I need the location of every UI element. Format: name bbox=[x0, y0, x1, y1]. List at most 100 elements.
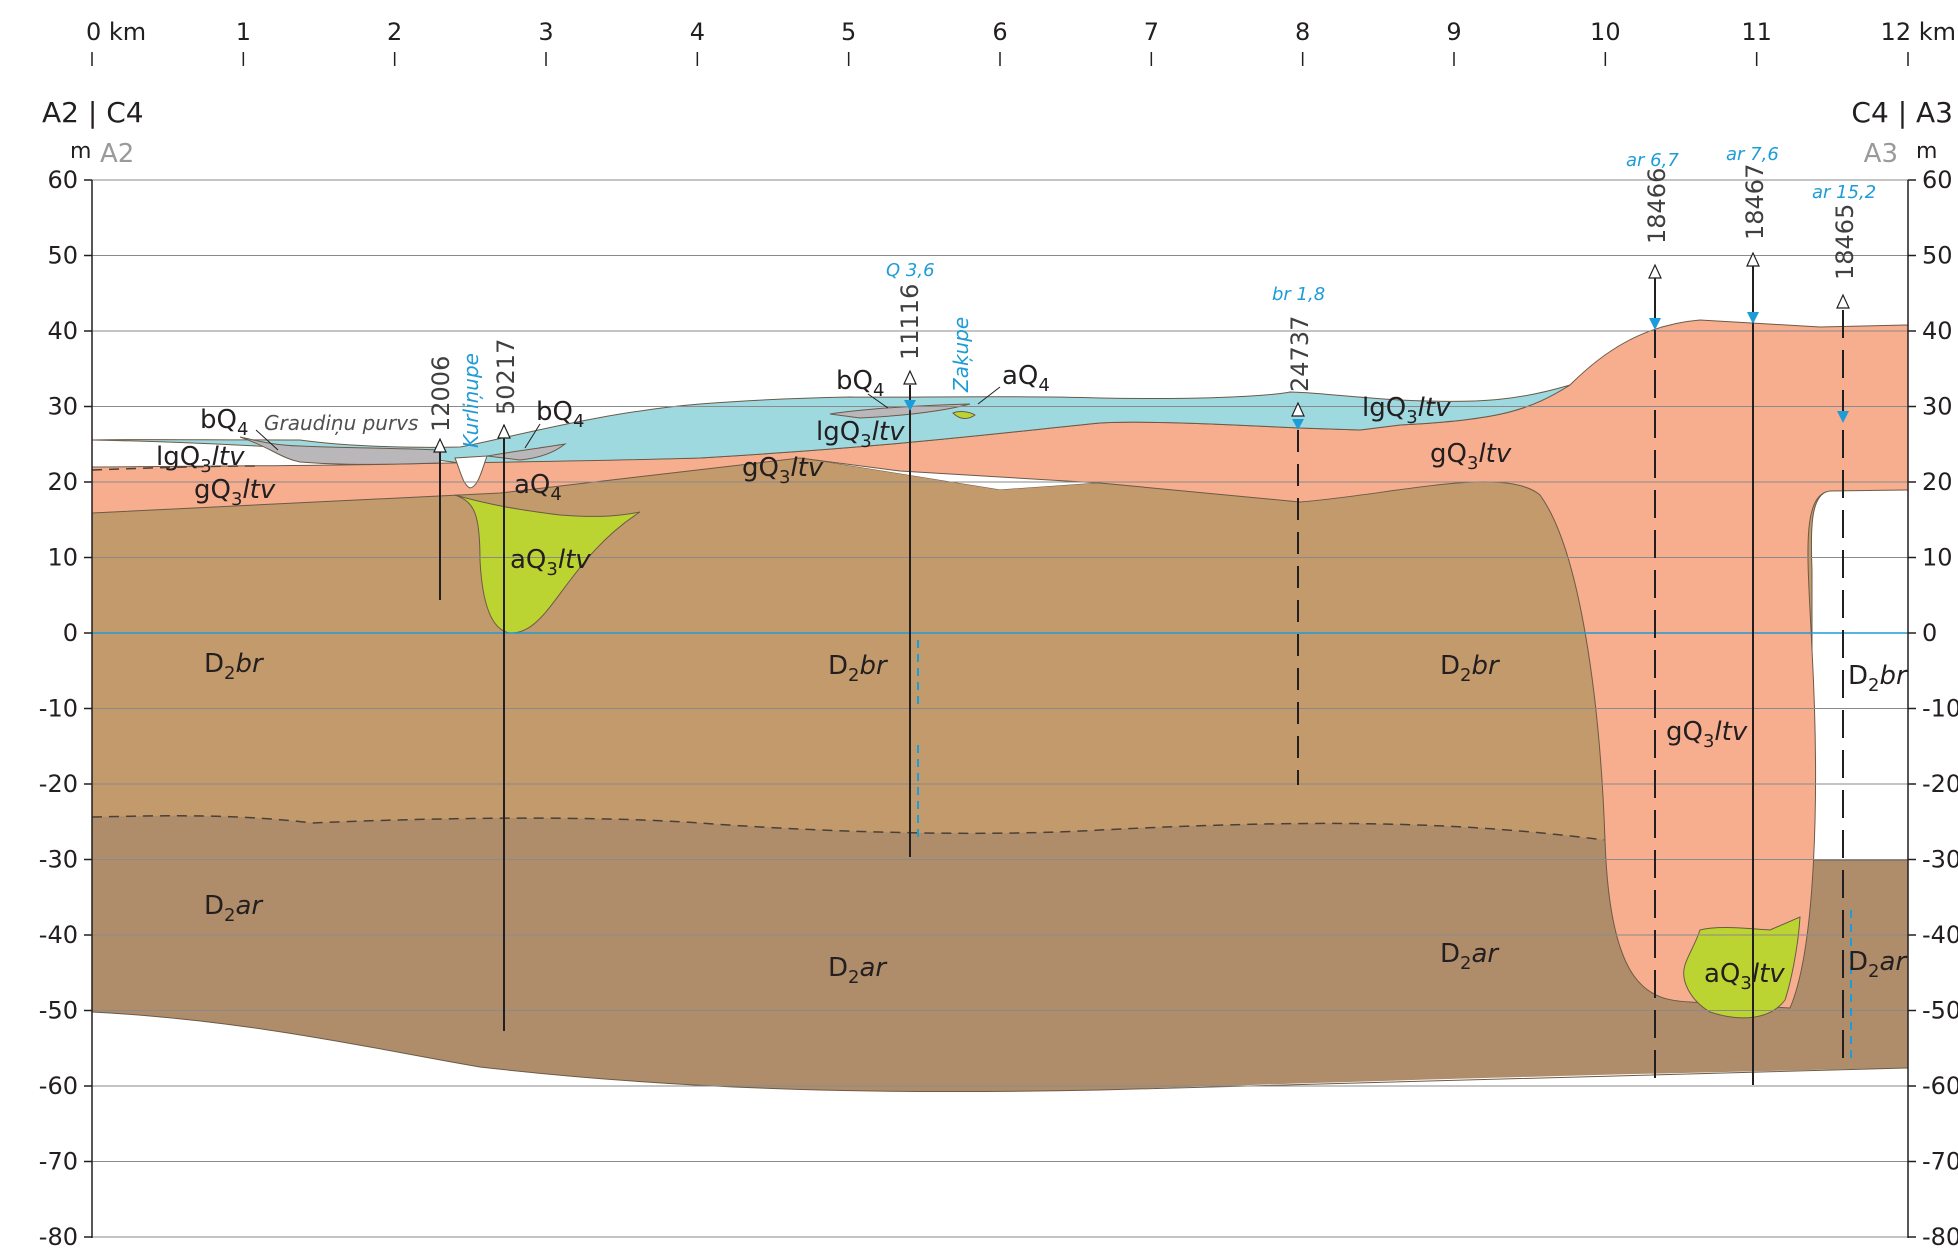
well-18465-water-icon bbox=[1837, 411, 1849, 423]
well-18465-annotation: ar 15,2 bbox=[1812, 182, 1876, 203]
well-50217-id: 50217 bbox=[492, 339, 520, 415]
formation-label: lgQ3ltv bbox=[816, 417, 905, 452]
well-24737-water-icon bbox=[1292, 419, 1304, 430]
right-profile-title: C4 | A3 bbox=[1851, 96, 1953, 129]
formation-label: D2br bbox=[1440, 651, 1501, 686]
formation-label: D2ar bbox=[1848, 947, 1908, 982]
leader-bq4-a bbox=[255, 429, 279, 451]
well-12006-id: 12006 bbox=[427, 356, 455, 432]
layer-bq4-5km bbox=[829, 403, 971, 419]
elevation-label: 50 bbox=[1922, 242, 1953, 270]
left-unit-label: m bbox=[70, 139, 91, 164]
layer-aq4-zakupe bbox=[952, 411, 976, 419]
elevation-label: -20 bbox=[39, 770, 78, 798]
well-18466-annotation: ar 6,7 bbox=[1626, 150, 1679, 171]
layer-bq4-small bbox=[486, 443, 567, 461]
formation-labels: bQ4 bQ4 bQ4 aQ4 aQ4 lgQ3ltv lgQ3ltv lgQ3… bbox=[156, 361, 1909, 994]
km-label: 6 bbox=[992, 18, 1007, 46]
well-24737-arrow-icon bbox=[1291, 401, 1305, 417]
well-11116-water-icon bbox=[904, 400, 916, 411]
place-label-graudinu-purvs: Graudiņu purvs bbox=[264, 411, 418, 435]
well-18465-arrow-icon bbox=[1836, 293, 1850, 309]
formation-label: gQ3ltv bbox=[742, 453, 824, 488]
left-profile-subtitle: A2 bbox=[100, 139, 134, 169]
km-label: 10 bbox=[1590, 18, 1621, 46]
elevation-label: 30 bbox=[47, 393, 78, 421]
well-18465-id: 18465 bbox=[1831, 204, 1859, 280]
leader-aq4-b bbox=[977, 386, 1001, 405]
elevation-label: 40 bbox=[47, 317, 78, 345]
elevation-label: 20 bbox=[47, 468, 78, 496]
elevation-label: 60 bbox=[47, 166, 78, 194]
elevation-label: -30 bbox=[1922, 846, 1958, 874]
formation-label: aQ4 bbox=[514, 470, 562, 505]
elevation-label: -40 bbox=[39, 921, 78, 949]
elevation-label: -30 bbox=[39, 846, 78, 874]
formation-label: bQ4 bbox=[536, 397, 584, 432]
elevation-label: -50 bbox=[1922, 997, 1958, 1025]
elevation-label: 30 bbox=[1922, 393, 1953, 421]
river-label-kurlinupe: Kurliņupe bbox=[459, 353, 483, 448]
km-label: 2 bbox=[387, 18, 402, 46]
elevation-label: 40 bbox=[1922, 317, 1953, 345]
river-valley-kurlinupe bbox=[454, 455, 488, 489]
elevation-label: -70 bbox=[1922, 1148, 1958, 1176]
km-label: 1 bbox=[236, 18, 251, 46]
well-24737-id: 24737 bbox=[1286, 316, 1314, 392]
elevation-label: -50 bbox=[39, 997, 78, 1025]
formation-label: D2br bbox=[828, 651, 889, 686]
km-label: 11 bbox=[1741, 18, 1772, 46]
well-50217-arrow-icon bbox=[497, 423, 511, 439]
leader-bq4-b bbox=[524, 423, 541, 449]
km-label: 12 km bbox=[1881, 18, 1956, 46]
well-12006-arrow-icon bbox=[433, 437, 447, 453]
formation-label: gQ3ltv bbox=[194, 475, 276, 510]
formation-label: bQ4 bbox=[200, 405, 248, 440]
left-profile-title: A2 | C4 bbox=[42, 96, 144, 129]
elevation-label: 0 bbox=[63, 619, 78, 647]
elevation-label: -60 bbox=[39, 1072, 78, 1100]
elevation-label: -70 bbox=[39, 1148, 78, 1176]
km-label: 4 bbox=[690, 18, 705, 46]
formation-label: D2br bbox=[204, 649, 265, 684]
formation-label: gQ3ltv bbox=[1430, 439, 1512, 474]
formation-label: gQ3ltv bbox=[1666, 717, 1748, 752]
well-11116-arrow-icon bbox=[903, 369, 917, 385]
km-label: 8 bbox=[1295, 18, 1310, 46]
leader-bq4-c bbox=[867, 393, 889, 409]
elevation-label: 10 bbox=[1922, 544, 1953, 572]
elevation-label: 10 bbox=[47, 544, 78, 572]
elevation-label: -10 bbox=[1922, 695, 1958, 723]
well-18467-arrow-icon bbox=[1746, 251, 1760, 267]
km-label: 5 bbox=[841, 18, 856, 46]
km-label: 9 bbox=[1446, 18, 1461, 46]
km-label: 0 km bbox=[86, 18, 146, 46]
formation-label: aQ3ltv bbox=[510, 545, 591, 580]
elevation-label: -60 bbox=[1922, 1072, 1958, 1100]
right-unit-label: m bbox=[1916, 139, 1937, 164]
elevation-label: -20 bbox=[1922, 770, 1958, 798]
formation-label: lgQ3ltv bbox=[1362, 393, 1451, 428]
well-18467-annotation: ar 7,6 bbox=[1726, 144, 1779, 165]
km-label: 3 bbox=[538, 18, 553, 46]
boreholes: 12006 50217 11116 Q 3,6 24737 br 1,8 184… bbox=[427, 144, 1876, 1085]
well-18467-water-icon bbox=[1747, 312, 1759, 324]
formation-label: D2br bbox=[1848, 661, 1909, 696]
formation-label: lgQ3ltv bbox=[156, 442, 245, 477]
formation-label: D2ar bbox=[1440, 939, 1500, 974]
well-11116-annotation: Q 3,6 bbox=[886, 260, 935, 281]
right-profile-subtitle: A3 bbox=[1864, 139, 1898, 169]
formation-label: aQ3ltv bbox=[1704, 959, 1785, 994]
well-18466-arrow-icon bbox=[1648, 263, 1662, 279]
layer-aq3-left bbox=[454, 494, 641, 634]
formation-label: aQ4 bbox=[1002, 361, 1050, 396]
river-label-zakupe: Zaķupe bbox=[949, 317, 973, 393]
km-axis: 0 km 1 2 3 4 5 6 7 8 9 10 11 12 km bbox=[86, 18, 1956, 66]
well-11116-id: 11116 bbox=[896, 284, 924, 360]
elevation-label: 60 bbox=[1922, 166, 1953, 194]
elevation-gridlines bbox=[92, 179, 1908, 1238]
contact-d2br-d2ar bbox=[91, 815, 1605, 841]
well-24737-annotation: br 1,8 bbox=[1272, 284, 1325, 305]
right-elevation-ticks: 60 50 40 30 20 10 0 -10 -20 -30 -40 -50 -60 -70 -80 bbox=[1908, 166, 1958, 1250]
